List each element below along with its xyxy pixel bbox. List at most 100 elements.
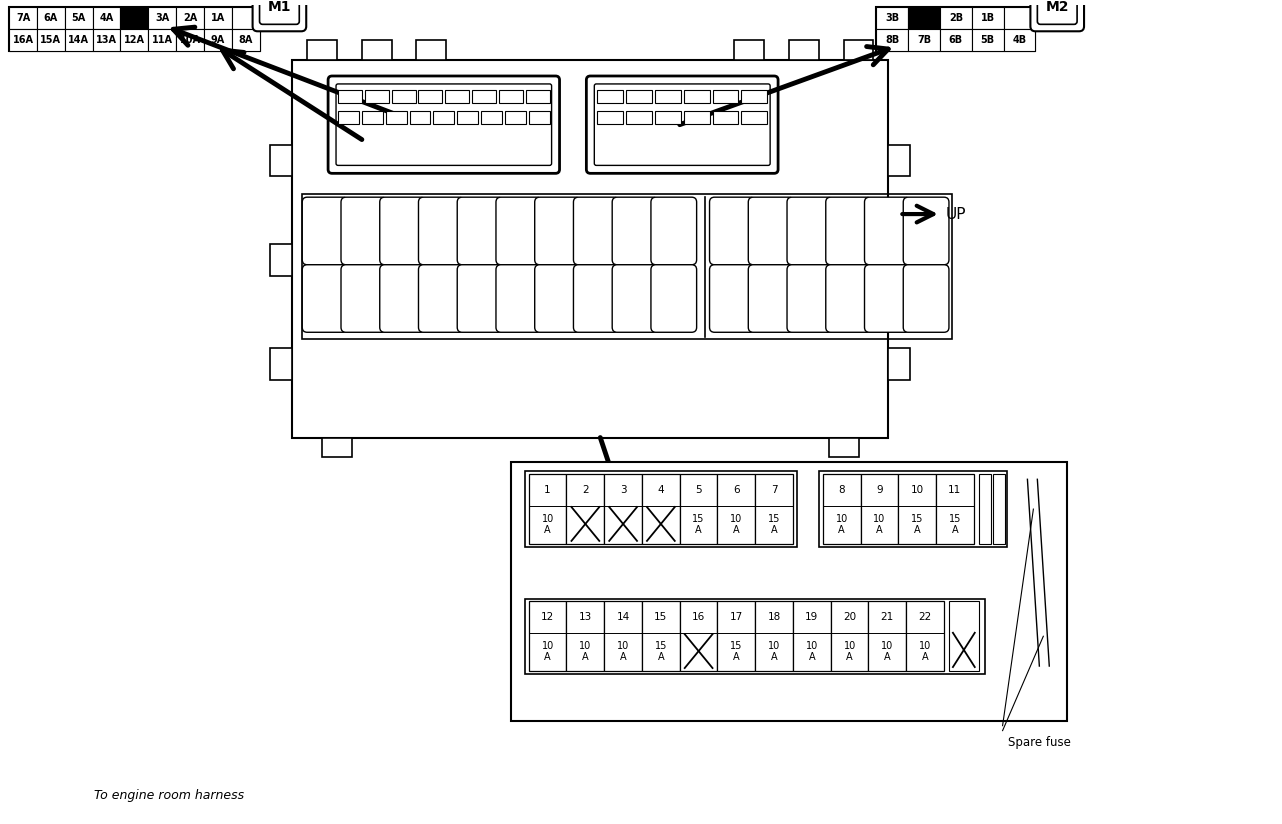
Bar — [819, 471, 1006, 547]
FancyBboxPatch shape — [864, 265, 910, 332]
Bar — [121, 30, 149, 51]
Bar — [271, 244, 292, 276]
Text: 1A: 1A — [210, 13, 224, 23]
Bar — [906, 602, 944, 671]
Text: 10: 10 — [910, 485, 924, 494]
Bar — [232, 30, 259, 51]
Bar — [992, 475, 1005, 544]
Bar — [9, 7, 37, 30]
FancyBboxPatch shape — [613, 197, 658, 265]
Bar — [679, 602, 718, 671]
Bar — [642, 602, 679, 671]
Bar — [417, 40, 446, 60]
FancyBboxPatch shape — [341, 265, 387, 332]
Bar — [713, 90, 738, 103]
Bar — [1004, 30, 1036, 51]
Text: 2A: 2A — [183, 13, 197, 23]
Bar — [65, 7, 92, 30]
Bar — [392, 90, 415, 103]
Bar — [524, 471, 797, 547]
Text: 8: 8 — [838, 485, 845, 494]
Bar — [526, 90, 550, 103]
Bar — [888, 244, 910, 276]
FancyBboxPatch shape — [535, 265, 581, 332]
FancyBboxPatch shape — [595, 84, 770, 166]
Bar — [505, 110, 526, 124]
FancyBboxPatch shape — [749, 197, 794, 265]
Text: 11A: 11A — [151, 35, 173, 45]
Text: 20: 20 — [844, 611, 856, 622]
Text: 15A: 15A — [41, 35, 62, 45]
Text: 5: 5 — [695, 485, 703, 494]
Bar — [9, 30, 37, 51]
Bar — [445, 90, 469, 103]
Bar — [362, 110, 383, 124]
Bar — [741, 110, 767, 124]
Bar — [418, 90, 442, 103]
Text: 15
A: 15 A — [731, 641, 742, 662]
Bar — [868, 602, 906, 671]
Bar — [528, 602, 567, 671]
Text: 10
A: 10 A — [541, 513, 554, 536]
Bar — [528, 475, 567, 544]
Text: 6A: 6A — [44, 13, 58, 23]
Bar — [121, 7, 149, 30]
Bar — [655, 110, 681, 124]
Bar — [940, 7, 972, 30]
Text: 11: 11 — [949, 485, 962, 494]
FancyBboxPatch shape — [651, 197, 696, 265]
FancyBboxPatch shape — [379, 197, 426, 265]
Text: 9A: 9A — [210, 35, 224, 45]
Bar — [949, 602, 978, 671]
Text: 1: 1 — [545, 485, 551, 494]
Bar — [481, 110, 503, 124]
Bar — [679, 475, 718, 544]
Bar — [322, 438, 353, 457]
Bar — [940, 30, 972, 51]
Bar — [303, 194, 953, 339]
Bar — [844, 40, 873, 60]
Text: 7: 7 — [770, 485, 777, 494]
Text: 10
A: 10 A — [873, 513, 886, 536]
FancyBboxPatch shape — [904, 197, 949, 265]
FancyBboxPatch shape — [573, 197, 619, 265]
Text: 13: 13 — [578, 611, 592, 622]
Bar — [888, 349, 910, 380]
FancyBboxPatch shape — [864, 197, 910, 265]
FancyBboxPatch shape — [418, 265, 464, 332]
Bar — [655, 90, 681, 103]
Bar — [204, 30, 232, 51]
Text: 2: 2 — [582, 485, 588, 494]
Bar — [642, 475, 679, 544]
FancyBboxPatch shape — [328, 76, 559, 173]
Bar — [365, 90, 388, 103]
Text: 15
A: 15 A — [655, 641, 667, 662]
Bar — [292, 60, 888, 438]
Bar — [788, 40, 819, 60]
Bar — [860, 475, 899, 544]
Bar — [9, 7, 259, 51]
Text: 12A: 12A — [124, 35, 145, 45]
Bar — [972, 30, 1004, 51]
FancyBboxPatch shape — [651, 265, 696, 332]
FancyBboxPatch shape — [709, 265, 755, 332]
FancyBboxPatch shape — [709, 197, 755, 265]
Text: To engine room harness: To engine room harness — [94, 789, 244, 802]
Text: UP: UP — [946, 207, 967, 222]
Bar — [528, 110, 550, 124]
Text: 16A: 16A — [13, 35, 33, 45]
Bar — [823, 475, 860, 544]
Bar — [755, 475, 794, 544]
Text: 10
A: 10 A — [881, 641, 894, 662]
Text: 8B: 8B — [885, 35, 900, 45]
Text: 3A: 3A — [155, 13, 169, 23]
FancyBboxPatch shape — [826, 197, 872, 265]
Bar — [626, 110, 653, 124]
Text: 4B: 4B — [1013, 35, 1027, 45]
FancyBboxPatch shape — [613, 265, 658, 332]
Bar — [149, 30, 176, 51]
Text: 6: 6 — [733, 485, 740, 494]
Bar — [176, 30, 204, 51]
Bar — [597, 110, 623, 124]
Bar — [65, 30, 92, 51]
